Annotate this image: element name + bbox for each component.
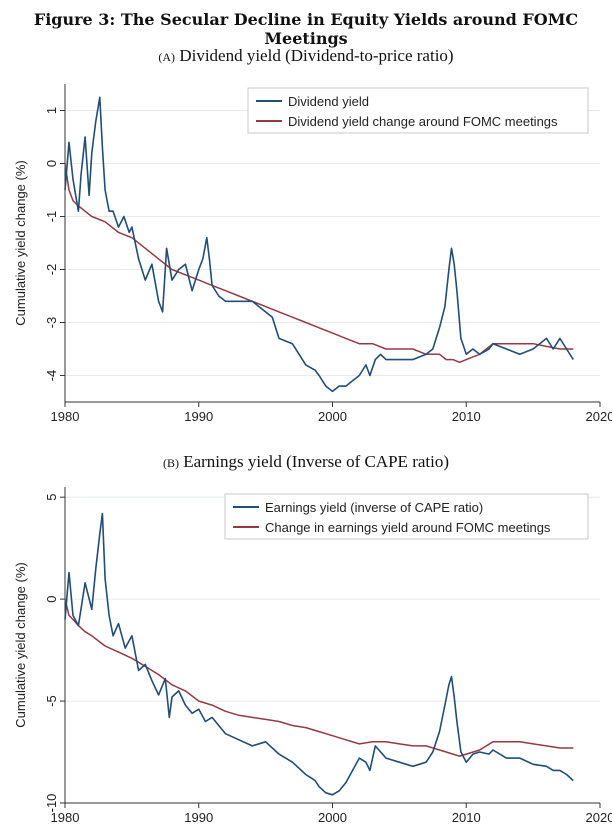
- panel-b-y-tick-label: -10: [44, 794, 59, 813]
- panel-b-title: (B) Earnings yield (Inverse of CAPE rati…: [0, 452, 612, 472]
- panel-b-x-tick-label: 1990: [184, 810, 213, 825]
- panel-b-x-tick-label: 2010: [452, 810, 481, 825]
- panel-a-y-tick-label: 1: [44, 107, 59, 114]
- panel-b-y-axis-label: Cumulative yield change (%): [13, 562, 28, 727]
- panel-a-tag: (A): [158, 50, 176, 64]
- panel-a-legend-box: [247, 87, 589, 134]
- panel-a-chart: 1 0 -1 -2 -3 -4 1980 1990 2000 2010 2020 Cumulative…: [13, 84, 612, 424]
- panel-a-series-blue-line: [64, 96, 574, 393]
- panel-b-legend-label: Change in earnings yield around FOMC mee…: [265, 520, 551, 535]
- panel-b-series-red-line: [64, 598, 574, 757]
- panel-a-legend-label: Dividend yield: [288, 94, 369, 109]
- panel-b-legend-label: Earnings yield (inverse of CAPE ratio): [265, 500, 483, 515]
- panel-b-legend-box: [224, 493, 589, 540]
- panel-a-y-tick-label: -1: [44, 211, 59, 223]
- figure-title: Figure 3: The Secular Decline in Equity …: [33, 10, 579, 48]
- panel-a-x-tick-label: 2000: [318, 409, 347, 424]
- panel-b-y-tick-label: 0: [44, 596, 59, 603]
- panel-b-x-tick-label: 2000: [318, 810, 347, 825]
- panel-a-y-tick-label: -4: [44, 370, 59, 382]
- panel-a-y-axis-label: Cumulative yield change (%): [13, 160, 28, 325]
- panel-a-series-red-line: [64, 163, 574, 364]
- panel-b-y-tick-label: 5: [44, 494, 59, 501]
- panel-a-title: (A) Dividend yield (Dividend-to-price ra…: [0, 46, 612, 66]
- panel-a-x-tick-label: 2010: [452, 409, 481, 424]
- panel-b-x-tick-label: 2020: [586, 810, 612, 825]
- panel-a-y-tick-label: -3: [44, 317, 59, 329]
- panel-b-x-tick-label: 1980: [51, 810, 80, 825]
- panel-b-title-text: Earnings yield (Inverse of CAPE ratio): [183, 452, 450, 471]
- panel-b-series-blue-line: [64, 512, 574, 796]
- panel-a-y-tick-label: -2: [44, 264, 59, 276]
- panel-a-x-tick-label: 1990: [184, 409, 213, 424]
- panel-a-x-tick-label: 1980: [51, 409, 80, 424]
- panel-b-y-tick-label: -5: [44, 695, 59, 707]
- panel-b-tag: (B): [162, 456, 179, 470]
- panel-a-y-tick-label: 0: [44, 160, 59, 167]
- panel-a-x-tick-label: 2020: [586, 409, 612, 424]
- panel-a-title-text: Dividend yield (Dividend-to-price ratio): [179, 46, 454, 65]
- panel-a-legend-label: Dividend yield change around FOMC meetin…: [288, 114, 558, 129]
